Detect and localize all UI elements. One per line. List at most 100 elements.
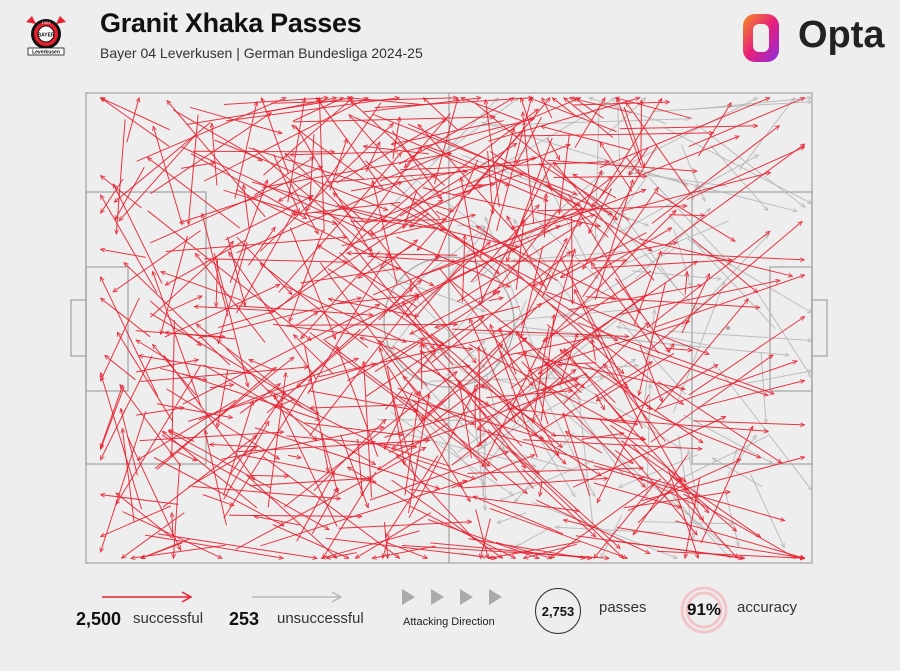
successful-pass-arrow xyxy=(438,267,533,386)
successful-pass-arrow xyxy=(236,189,433,287)
successful-pass-arrow xyxy=(293,201,401,214)
successful-pass-arrow xyxy=(316,98,384,190)
successful-pass-arrow xyxy=(572,416,726,488)
successful-pass-arrow xyxy=(468,538,585,559)
successful-pass-arrow xyxy=(124,263,231,366)
successful-pass-arrow xyxy=(521,98,553,192)
successful-pass-arrow xyxy=(249,478,372,487)
successful-pass-arrow xyxy=(599,419,697,535)
successful-pass-arrow xyxy=(101,97,171,131)
unsuccessful-pass-arrow xyxy=(432,98,518,162)
unsuccessful-pass-arrow xyxy=(592,197,699,312)
successful-pass-arrow xyxy=(596,394,650,503)
accuracy-value: 91% xyxy=(686,600,722,619)
successful-pass-arrow xyxy=(100,277,159,397)
unsuccessful-pass-arrow xyxy=(461,154,648,226)
successful-pass-arrow xyxy=(187,446,257,488)
successful-pass-arrow xyxy=(193,151,335,152)
successful-pass-arrow xyxy=(321,433,338,493)
successful-pass-arrow xyxy=(209,385,234,389)
successful-pass-arrow xyxy=(221,427,384,460)
successful-pass-arrow xyxy=(323,471,377,559)
successful-pass-arrow xyxy=(153,457,284,526)
successful-pass-arrow xyxy=(588,188,612,233)
successful-pass-arrow xyxy=(575,535,743,559)
unsuccessful-pass-arrow xyxy=(695,123,805,208)
successful-pass-arrow xyxy=(293,117,495,123)
successful-pass-arrow xyxy=(431,252,571,364)
successful-pass-arrow xyxy=(260,481,467,547)
successful-pass-arrow xyxy=(594,484,655,559)
successful-pass-arrow xyxy=(560,232,647,278)
successful-pass-arrow xyxy=(397,395,544,438)
successful-pass-arrow xyxy=(353,116,548,202)
unsuccessful-pass-arrow xyxy=(465,348,485,416)
successful-pass-arrow xyxy=(461,177,484,303)
successful-pass-arrow xyxy=(337,346,379,457)
successful-pass-arrow xyxy=(635,136,740,178)
successful-pass-arrow xyxy=(236,182,403,254)
successful-pass-arrow xyxy=(604,364,666,442)
successful-pass-arrow xyxy=(650,221,802,350)
unsuccessful-pass-arrow xyxy=(390,411,514,496)
successful-pass-arrow xyxy=(466,184,495,187)
successful-pass-arrow xyxy=(669,215,705,216)
successful-pass-arrow xyxy=(254,516,300,526)
successful-pass-arrow xyxy=(436,159,479,260)
successful-pass-arrow xyxy=(135,330,225,337)
successful-pass-arrow xyxy=(600,142,633,192)
successful-pass-arrow xyxy=(252,181,387,221)
successful-pass-arrow xyxy=(507,137,553,262)
successful-pass-arrow xyxy=(477,342,581,430)
successful-pass-arrow xyxy=(623,492,730,509)
successful-pass-arrow xyxy=(101,505,171,538)
successful-pass-arrow xyxy=(261,98,289,174)
unsuccessful-pass-arrow xyxy=(760,351,766,423)
successful-pass-arrow xyxy=(546,291,710,354)
unsuccessful-pass-arrow xyxy=(382,340,486,449)
successful-pass-arrow xyxy=(682,493,796,559)
successful-pass-arrow xyxy=(294,335,334,375)
successful-arrow-icon xyxy=(102,591,193,603)
successful-pass-arrow xyxy=(480,518,491,559)
successful-passes xyxy=(101,98,805,559)
successful-pass-arrow xyxy=(675,520,805,559)
successful-pass-arrow xyxy=(113,230,201,293)
successful-pass-arrow xyxy=(337,295,419,305)
unsuccessful-pass-arrow xyxy=(739,98,795,171)
successful-pass-arrow xyxy=(573,289,643,429)
successful-pass-arrow xyxy=(685,478,701,558)
passes-label: passes xyxy=(599,599,647,616)
successful-pass-arrow xyxy=(101,495,179,505)
logo-arc-text: Leverkusen xyxy=(32,50,60,56)
successful-pass-arrow xyxy=(262,456,400,559)
right-goal xyxy=(811,299,828,357)
successful-pass-arrow xyxy=(217,370,229,428)
successful-pass-arrow xyxy=(469,319,517,424)
successful-pass-arrow xyxy=(357,438,363,496)
successful-pass-arrow xyxy=(494,178,509,187)
successful-pass-arrow xyxy=(309,296,419,437)
successful-pass-arrow xyxy=(266,280,422,414)
successful-pass-arrow xyxy=(292,125,364,180)
successful-pass-arrow xyxy=(105,355,136,381)
chart-title: Granit Xhaka Passes xyxy=(100,8,362,38)
unsuccessful-pass-arrow xyxy=(749,473,785,547)
successful-pass-arrow xyxy=(641,457,805,502)
successful-pass-arrow xyxy=(496,98,532,231)
successful-pass-arrow xyxy=(500,328,517,375)
successful-pass-arrow xyxy=(253,157,314,196)
successful-pass-arrow xyxy=(427,519,539,559)
successful-pass-arrow xyxy=(243,454,376,482)
unsuccessful-pass-arrow xyxy=(727,435,757,476)
successful-pass-arrow xyxy=(262,153,451,188)
successful-pass-arrow xyxy=(462,478,608,489)
successful-pass-arrow xyxy=(578,242,677,262)
successful-pass-arrow xyxy=(559,334,577,386)
unsuccessful-pass-arrow xyxy=(497,512,527,523)
successful-pass-arrow xyxy=(156,367,276,470)
successful-pass-arrow xyxy=(162,435,257,508)
unsuccessful-arrow-icon xyxy=(252,591,343,603)
successful-pass-arrow xyxy=(418,366,470,373)
successful-pass-arrow xyxy=(487,98,640,142)
